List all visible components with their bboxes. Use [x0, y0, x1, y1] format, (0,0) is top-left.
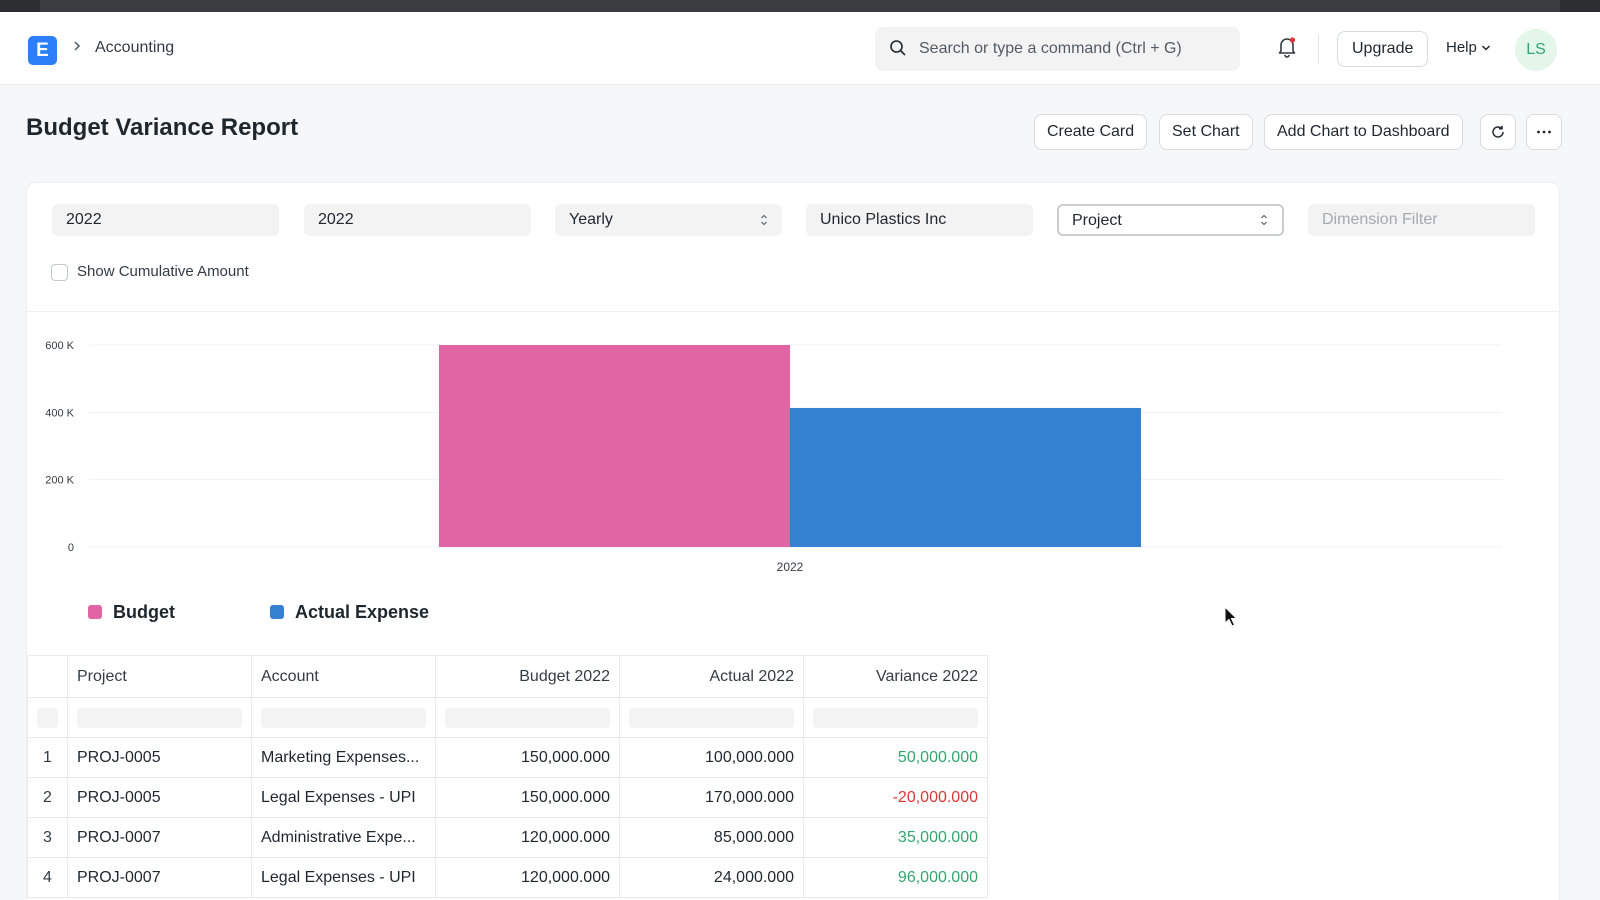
show-cumulative-checkbox[interactable] — [51, 263, 68, 281]
navbar: E Accounting Search or type a command (C… — [0, 12, 1600, 85]
row-index: 2 — [27, 777, 68, 818]
y-tick-label: 600 K — [45, 340, 74, 352]
row-index: 4 — [27, 857, 68, 898]
mouse-cursor-icon — [1224, 606, 1238, 627]
search-icon — [889, 39, 907, 62]
x-tick-label: 2022 — [777, 560, 804, 574]
y-tick-label: 400 K — [45, 407, 74, 419]
filter-cell-project[interactable] — [67, 697, 252, 738]
show-cumulative-label: Show Cumulative Amount — [77, 263, 249, 280]
period-select[interactable]: Yearly — [555, 204, 782, 236]
legend-item-actual-expense[interactable]: Actual Expense — [270, 602, 429, 623]
budget-against-value: Project — [1072, 212, 1122, 229]
select-updown-icon — [761, 214, 767, 226]
search-input[interactable]: Search or type a command (Ctrl + G) — [919, 40, 1182, 57]
cell-project[interactable]: PROJ-0005 — [67, 777, 252, 818]
filter-cell-variance[interactable] — [803, 697, 988, 738]
more-actions-button[interactable] — [1526, 114, 1562, 150]
help-dropdown[interactable]: Help — [1446, 39, 1491, 56]
create-card-button[interactable]: Create Card — [1034, 114, 1148, 150]
help-label: Help — [1446, 39, 1477, 56]
cell-budget[interactable]: 120,000.000 — [435, 857, 620, 898]
table-row[interactable]: 2 PROJ-0005 Legal Expenses - UPI 150,000… — [27, 777, 988, 818]
to-fiscal-year-filter[interactable]: 2022 — [304, 204, 531, 236]
y-tick-label: 200 K — [45, 475, 74, 487]
legend-item-budget[interactable]: Budget — [88, 602, 175, 623]
column-header-project[interactable]: Project — [67, 655, 252, 698]
table-row[interactable]: 4 PROJ-0007 Legal Expenses - UPI 120,000… — [27, 857, 988, 898]
cell-budget[interactable]: 150,000.000 — [435, 777, 620, 818]
cell-project[interactable]: PROJ-0005 — [67, 737, 252, 778]
app-logo[interactable]: E — [28, 36, 57, 65]
legend-label-actual-expense: Actual Expense — [295, 602, 430, 622]
navbar-divider — [1318, 34, 1319, 64]
from-fiscal-year-filter[interactable]: 2022 — [52, 204, 279, 236]
cell-budget[interactable]: 120,000.000 — [435, 817, 620, 858]
chevron-right-icon — [72, 38, 82, 58]
cell-account[interactable]: Marketing Expenses... — [251, 737, 436, 778]
page-title: Budget Variance Report — [26, 114, 299, 141]
cell-project[interactable]: PROJ-0007 — [67, 817, 252, 858]
window-top-strip — [0, 0, 1600, 12]
report-table: Project Account Budget 2022 Actual 2022 … — [27, 655, 988, 898]
cell-variance[interactable]: 96,000.000 — [803, 857, 988, 898]
show-cumulative-checkbox-row[interactable]: Show Cumulative Amount — [51, 263, 249, 281]
column-header-actual[interactable]: Actual 2022 — [619, 655, 804, 698]
cell-variance[interactable]: -20,000.000 — [803, 777, 988, 818]
add-chart-to-dashboard-button[interactable]: Add Chart to Dashboard — [1264, 114, 1463, 150]
upgrade-button[interactable]: Upgrade — [1337, 31, 1429, 67]
legend-label-budget: Budget — [113, 602, 175, 622]
filter-cell-actual[interactable] — [619, 697, 804, 738]
breadcrumb-accounting[interactable]: Accounting — [95, 39, 175, 56]
cell-actual[interactable]: 24,000.000 — [619, 857, 804, 898]
cell-budget[interactable]: 150,000.000 — [435, 737, 620, 778]
company-filter[interactable]: Unico Plastics Inc — [806, 204, 1033, 236]
column-header-budget[interactable]: Budget 2022 — [435, 655, 620, 698]
set-chart-button[interactable]: Set Chart — [1159, 114, 1253, 150]
filter-cell-account[interactable] — [251, 697, 436, 738]
select-updown-icon — [1261, 214, 1267, 226]
avatar[interactable]: LS — [1515, 29, 1557, 71]
budget-against-select[interactable]: Project — [1057, 204, 1284, 236]
period-value: Yearly — [569, 211, 613, 228]
budget-variance-chart: 0 200 K 400 K 600 K 2022 — [45, 340, 1502, 574]
cell-account[interactable]: Administrative Expe... — [251, 817, 436, 858]
row-index-header — [27, 655, 68, 698]
filter-cell-budget[interactable] — [435, 697, 620, 738]
refresh-icon — [1492, 125, 1504, 138]
table-header-row: Project Account Budget 2022 Actual 2022 … — [27, 655, 988, 698]
table-filter-row — [27, 697, 988, 738]
cell-project[interactable]: PROJ-0007 — [67, 857, 252, 898]
section-divider — [27, 311, 1559, 312]
table-row[interactable]: 1 PROJ-0005 Marketing Expenses... 150,00… — [27, 737, 988, 778]
bar-budget — [439, 345, 790, 547]
row-index: 1 — [27, 737, 68, 778]
ellipsis-icon — [1537, 130, 1551, 134]
cell-variance[interactable]: 35,000.000 — [803, 817, 988, 858]
refresh-button[interactable] — [1480, 114, 1516, 150]
row-index: 3 — [27, 817, 68, 858]
bar-actual-expense — [790, 407, 1141, 547]
legend-swatch-budget — [88, 605, 102, 619]
notification-bell-icon[interactable] — [1277, 36, 1297, 63]
report-card: 2022 2022 Yearly Unico Plastics Inc Proj… — [26, 182, 1560, 900]
cell-variance[interactable]: 50,000.000 — [803, 737, 988, 778]
legend-swatch-actual-expense — [270, 605, 284, 619]
y-tick-label: 0 — [68, 542, 74, 554]
dimension-filter-input[interactable]: Dimension Filter — [1308, 204, 1535, 236]
filter-cell-index — [27, 697, 68, 738]
cell-account[interactable]: Legal Expenses - UPI — [251, 857, 436, 898]
cell-account[interactable]: Legal Expenses - UPI — [251, 777, 436, 818]
chevron-down-icon — [1481, 45, 1490, 51]
cell-actual[interactable]: 170,000.000 — [619, 777, 804, 818]
table-row[interactable]: 3 PROJ-0007 Administrative Expe... 120,0… — [27, 817, 988, 858]
search-bar[interactable]: Search or type a command (Ctrl + G) — [875, 27, 1240, 71]
column-header-variance[interactable]: Variance 2022 — [803, 655, 988, 698]
column-header-account[interactable]: Account — [251, 655, 436, 698]
cell-actual[interactable]: 100,000.000 — [619, 737, 804, 778]
cell-actual[interactable]: 85,000.000 — [619, 817, 804, 858]
